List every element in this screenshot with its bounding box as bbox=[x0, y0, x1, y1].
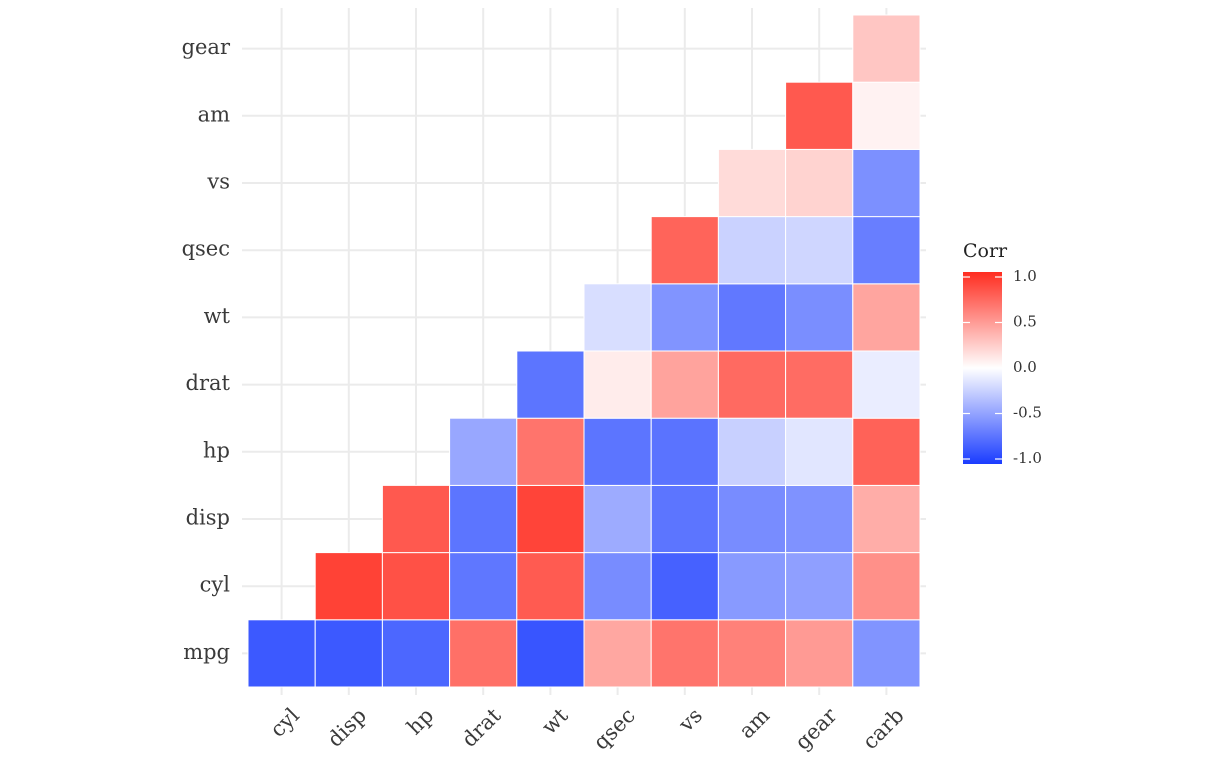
tile-mpg-cyl bbox=[247, 619, 316, 688]
tile-hp-carb bbox=[852, 417, 921, 486]
tile-mpg-gear bbox=[785, 619, 854, 688]
x-tick-label-hp: hp bbox=[402, 703, 438, 739]
tile-wt-qsec bbox=[583, 283, 652, 352]
x-axis-tick-labels: cyl disp hp drat wt qsec vs am gear carb bbox=[265, 703, 908, 755]
tile-mpg-wt bbox=[516, 619, 585, 688]
legend-tick-label-0.5: 0.5 bbox=[1013, 313, 1037, 331]
tile-wt-vs bbox=[650, 283, 719, 352]
x-tick-label-gear: gear bbox=[790, 703, 842, 755]
tile-mpg-drat bbox=[449, 619, 518, 688]
tile-cyl-disp bbox=[314, 552, 383, 621]
y-tick-label-wt: wt bbox=[204, 304, 231, 328]
tile-vs-carb bbox=[852, 148, 921, 218]
x-tick-label-wt: wt bbox=[537, 703, 573, 739]
tile-disp-am bbox=[717, 484, 787, 554]
tile-am-gear bbox=[785, 81, 854, 150]
tile-cyl-drat bbox=[449, 552, 518, 621]
tile-qsec-gear bbox=[785, 216, 854, 285]
tile-qsec-am bbox=[717, 216, 787, 285]
tile-drat-wt bbox=[516, 350, 585, 419]
y-tick-label-disp: disp bbox=[186, 506, 230, 530]
tile-drat-am bbox=[717, 350, 787, 419]
tile-wt-carb bbox=[852, 283, 921, 352]
y-tick-label-cyl: cyl bbox=[200, 573, 231, 597]
tile-disp-wt bbox=[516, 484, 585, 554]
legend-tick-label--0.5: -0.5 bbox=[1013, 404, 1042, 422]
y-tick-label-vs: vs bbox=[206, 170, 230, 194]
tile-hp-drat bbox=[449, 417, 518, 486]
x-tick-label-disp: disp bbox=[323, 703, 371, 751]
heatmap-tiles bbox=[247, 14, 921, 688]
y-tick-label-mpg: mpg bbox=[183, 640, 230, 664]
tile-disp-carb bbox=[852, 484, 921, 554]
y-tick-label-gear: gear bbox=[182, 35, 231, 59]
tile-drat-gear bbox=[785, 350, 854, 419]
tile-drat-vs bbox=[650, 350, 719, 419]
tile-mpg-hp bbox=[381, 619, 451, 688]
tile-mpg-qsec bbox=[583, 619, 652, 688]
tile-drat-qsec bbox=[583, 350, 652, 419]
legend-tick-label-1.0: 1.0 bbox=[1013, 267, 1037, 285]
y-axis-tick-labels: mpg cyl disp hp drat wt qsec vs am gear bbox=[182, 35, 231, 664]
tile-hp-wt bbox=[516, 417, 585, 486]
x-tick-label-am: am bbox=[734, 703, 774, 743]
tile-qsec-vs bbox=[650, 216, 719, 285]
tile-disp-vs bbox=[650, 484, 719, 554]
tile-hp-qsec bbox=[583, 417, 652, 486]
tile-cyl-carb bbox=[852, 552, 921, 621]
tile-qsec-carb bbox=[852, 216, 921, 285]
tile-wt-gear bbox=[785, 283, 854, 352]
legend-tick-label--1.0: -1.0 bbox=[1013, 449, 1042, 467]
tile-hp-am bbox=[717, 417, 787, 486]
tile-wt-am bbox=[717, 283, 787, 352]
y-tick-label-qsec: qsec bbox=[182, 237, 230, 261]
tile-mpg-carb bbox=[852, 619, 921, 688]
tile-disp-hp bbox=[381, 484, 451, 554]
tile-disp-gear bbox=[785, 484, 854, 554]
tile-mpg-disp bbox=[314, 619, 383, 688]
color-legend: Corr 1.0 0.5 0.0 -0.5 -1.0 bbox=[963, 240, 1042, 467]
legend-title: Corr bbox=[963, 240, 1008, 262]
tile-cyl-am bbox=[717, 552, 787, 621]
y-tick-label-drat: drat bbox=[186, 371, 231, 395]
tile-am-carb bbox=[852, 81, 921, 150]
legend-ticks: 1.0 0.5 0.0 -0.5 -1.0 bbox=[963, 267, 1042, 467]
legend-tick-label-0.0: 0.0 bbox=[1013, 358, 1037, 376]
tile-cyl-gear bbox=[785, 552, 854, 621]
x-tick-label-qsec: qsec bbox=[589, 703, 640, 754]
tile-mpg-am bbox=[717, 619, 787, 688]
x-tick-label-drat: drat bbox=[457, 703, 506, 752]
y-tick-label-am: am bbox=[198, 102, 231, 126]
x-tick-label-vs: vs bbox=[673, 703, 707, 737]
tile-cyl-qsec bbox=[583, 552, 652, 621]
tile-drat-carb bbox=[852, 350, 921, 419]
tile-mpg-vs bbox=[650, 619, 719, 688]
tile-disp-drat bbox=[449, 484, 518, 554]
tile-gear-carb bbox=[852, 14, 921, 83]
tile-hp-vs bbox=[650, 417, 719, 486]
tile-disp-qsec bbox=[583, 484, 652, 554]
y-tick-label-hp: hp bbox=[203, 438, 230, 462]
tile-vs-gear bbox=[785, 148, 854, 218]
tile-cyl-wt bbox=[516, 552, 585, 621]
tile-vs-am bbox=[717, 148, 787, 218]
x-tick-label-carb: carb bbox=[858, 703, 909, 754]
tile-cyl-hp bbox=[381, 552, 451, 621]
tile-cyl-vs bbox=[650, 552, 719, 621]
tile-hp-gear bbox=[785, 417, 854, 486]
x-tick-label-cyl: cyl bbox=[265, 703, 304, 742]
